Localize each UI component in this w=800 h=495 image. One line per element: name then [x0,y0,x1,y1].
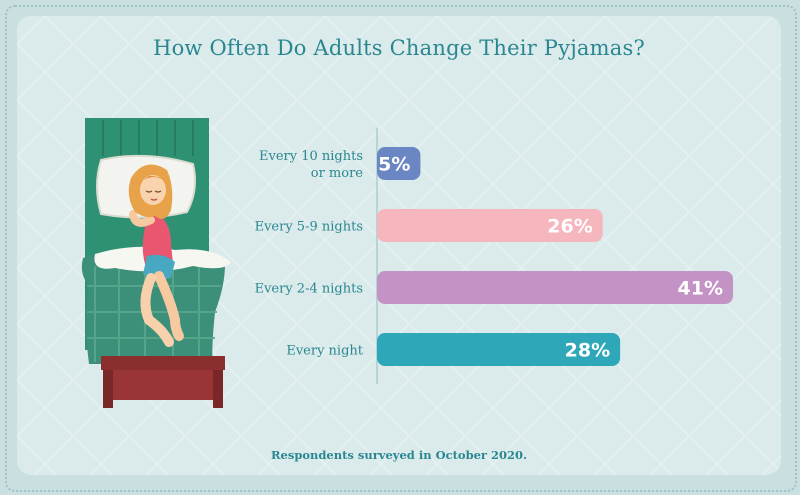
category-label-4: Every night [286,344,363,359]
bar-4 [377,333,621,366]
chart-title: How Often Do Adults Change Their Pyjamas… [153,36,645,60]
value-label-2: 26% [547,216,592,238]
footnote: Respondents surveyed in October 2020. [270,448,528,462]
category-label-1: Every 10 nights or more [259,149,363,181]
value-label-4: 28% [565,340,610,362]
infographic-card: How Often Do Adults Change Their Pyjamas… [17,16,781,475]
category-label-3: Every 2-4 nights [255,282,363,297]
bars-group: 5% Every 10 nights or more 26% Every 5-9 nig… [255,147,733,366]
bar-chart: 5% Every 10 nights or more 26% Every 5-9 nig… [255,128,733,384]
category-label-2: Every 5-9 nights [255,220,363,235]
dotted-frame [5,5,797,492]
bar-3 [377,271,733,304]
value-label-1: 5% [378,154,410,176]
bar-2 [377,209,603,242]
bar-1 [377,147,421,180]
value-label-3: 41% [678,278,723,300]
woman-sleeping-in-bed-icon [81,118,231,408]
